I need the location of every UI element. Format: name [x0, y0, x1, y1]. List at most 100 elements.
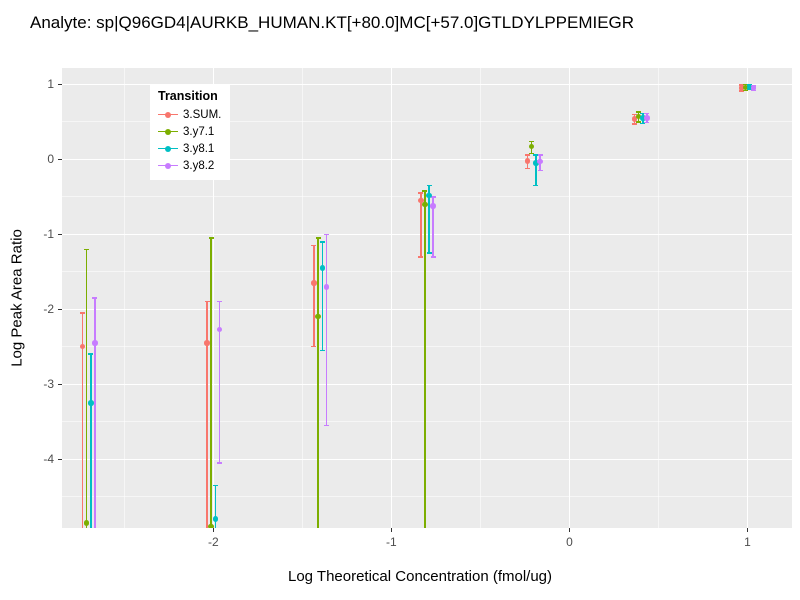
error-bar-cap-bottom	[319, 349, 325, 352]
error-bar-cap-top	[422, 190, 428, 192]
error-bar	[210, 238, 212, 528]
error-bar-cap-top	[738, 84, 744, 86]
data-point	[742, 84, 749, 91]
error-bar-cap-top	[315, 237, 321, 239]
error-bar-cap-bottom	[742, 89, 748, 92]
error-bar-cap-bottom	[323, 424, 329, 427]
error-bar	[325, 234, 328, 426]
error-bar-cap-top	[631, 113, 637, 116]
y-tick-label: -4	[43, 452, 54, 467]
y-major-gridline	[62, 158, 792, 160]
legend-item-label: 3.y7.1	[183, 125, 215, 138]
error-bar-cap-top	[212, 484, 218, 487]
data-point	[533, 160, 539, 166]
y-major-gridline	[62, 308, 792, 310]
y-minor-gridline	[62, 346, 792, 348]
legend-item-label: 3.y8.1	[183, 142, 215, 155]
y-tick-mark	[58, 233, 62, 235]
error-bar-cap-bottom	[426, 252, 432, 254]
data-point	[738, 85, 744, 91]
error-bar-cap-top	[92, 297, 98, 299]
error-bar-cap-bottom	[644, 121, 650, 124]
y-major-gridline	[62, 233, 792, 235]
error-bar-cap-top	[525, 154, 531, 156]
data-point	[418, 197, 424, 204]
error-bar	[535, 154, 537, 186]
error-bar-cap-top	[636, 111, 642, 113]
x-minor-gridline	[479, 68, 481, 528]
legend-title: Transition	[158, 89, 218, 103]
y-tick-mark	[58, 383, 62, 385]
data-point	[79, 343, 86, 350]
legend-key-glyph-icon	[158, 159, 178, 173]
y-tick-mark	[58, 83, 62, 85]
error-bar-cap-top	[84, 248, 90, 251]
legend-item: 3.y8.2	[158, 157, 221, 174]
error-bar-cap-top	[430, 196, 436, 198]
data-point	[644, 115, 650, 121]
error-bar-cap-top	[319, 241, 325, 243]
data-point	[212, 516, 219, 522]
x-major-gridline	[746, 68, 748, 528]
x-tick-mark	[746, 528, 748, 532]
error-bar	[85, 249, 88, 528]
legend-key-glyph-icon	[158, 108, 178, 122]
x-minor-gridline	[301, 68, 303, 528]
data-point	[750, 85, 757, 91]
x-tick-label: 1	[744, 535, 751, 549]
x-axis-title: Log Theoretical Concentration (fmol/ug)	[287, 568, 553, 585]
data-point	[430, 203, 436, 209]
error-bar	[313, 245, 315, 347]
error-bar-cap-top	[204, 300, 210, 303]
y-minor-gridline	[62, 121, 792, 123]
x-tick-mark	[390, 528, 392, 532]
legend-key-glyph-icon	[158, 142, 178, 156]
error-bar-cap-bottom	[537, 169, 543, 172]
error-bar	[420, 193, 422, 257]
y-minor-gridline	[62, 496, 792, 498]
data-point	[323, 284, 330, 290]
x-tick-mark	[568, 528, 570, 532]
error-bar-cap-top	[537, 154, 543, 156]
data-point	[208, 523, 214, 528]
error-bar-cap-bottom	[529, 152, 535, 155]
data-point	[216, 326, 223, 333]
y-tick-mark	[58, 158, 62, 160]
error-bar	[94, 298, 96, 528]
x-tick-label: -2	[207, 535, 219, 549]
data-point	[92, 340, 98, 346]
error-bar-cap-top	[418, 192, 424, 194]
error-bar	[81, 312, 84, 528]
error-bar-cap-bottom	[418, 256, 424, 258]
data-point	[88, 400, 94, 406]
y-tick-label: -3	[43, 377, 54, 392]
data-point	[315, 313, 321, 320]
legend-key-glyph-icon	[158, 125, 178, 139]
error-bar-cap-top	[644, 112, 650, 115]
legend-key-point	[165, 162, 171, 169]
error-bar-cap-top	[323, 233, 329, 236]
error-bar	[428, 185, 430, 254]
error-bar-cap-bottom	[640, 122, 646, 125]
y-tick-label: -2	[43, 302, 54, 317]
y-minor-gridline	[62, 421, 792, 423]
error-bar-cap-top	[311, 244, 317, 247]
error-bar-cap-top	[208, 237, 214, 239]
error-bar-cap-bottom	[636, 121, 642, 123]
error-bar-cap-bottom	[533, 184, 539, 187]
error-bar-cap-bottom	[430, 256, 436, 258]
legend-items: 3.SUM. 3.y7.1 3.y8.1 3.y8.2	[158, 106, 221, 174]
y-major-gridline	[62, 383, 792, 385]
error-bar-cap-top	[640, 112, 646, 115]
legend-item: 3.SUM.	[158, 106, 221, 123]
legend-key-point	[165, 128, 171, 135]
data-point	[204, 340, 210, 346]
data-point	[524, 158, 531, 164]
error-bar-cap-top	[88, 353, 94, 355]
x-major-gridline	[390, 68, 392, 528]
error-bar	[321, 241, 324, 351]
y-major-gridline	[62, 83, 792, 85]
data-point	[422, 201, 428, 208]
error-bar-cap-bottom	[217, 462, 223, 464]
data-point	[426, 192, 432, 199]
